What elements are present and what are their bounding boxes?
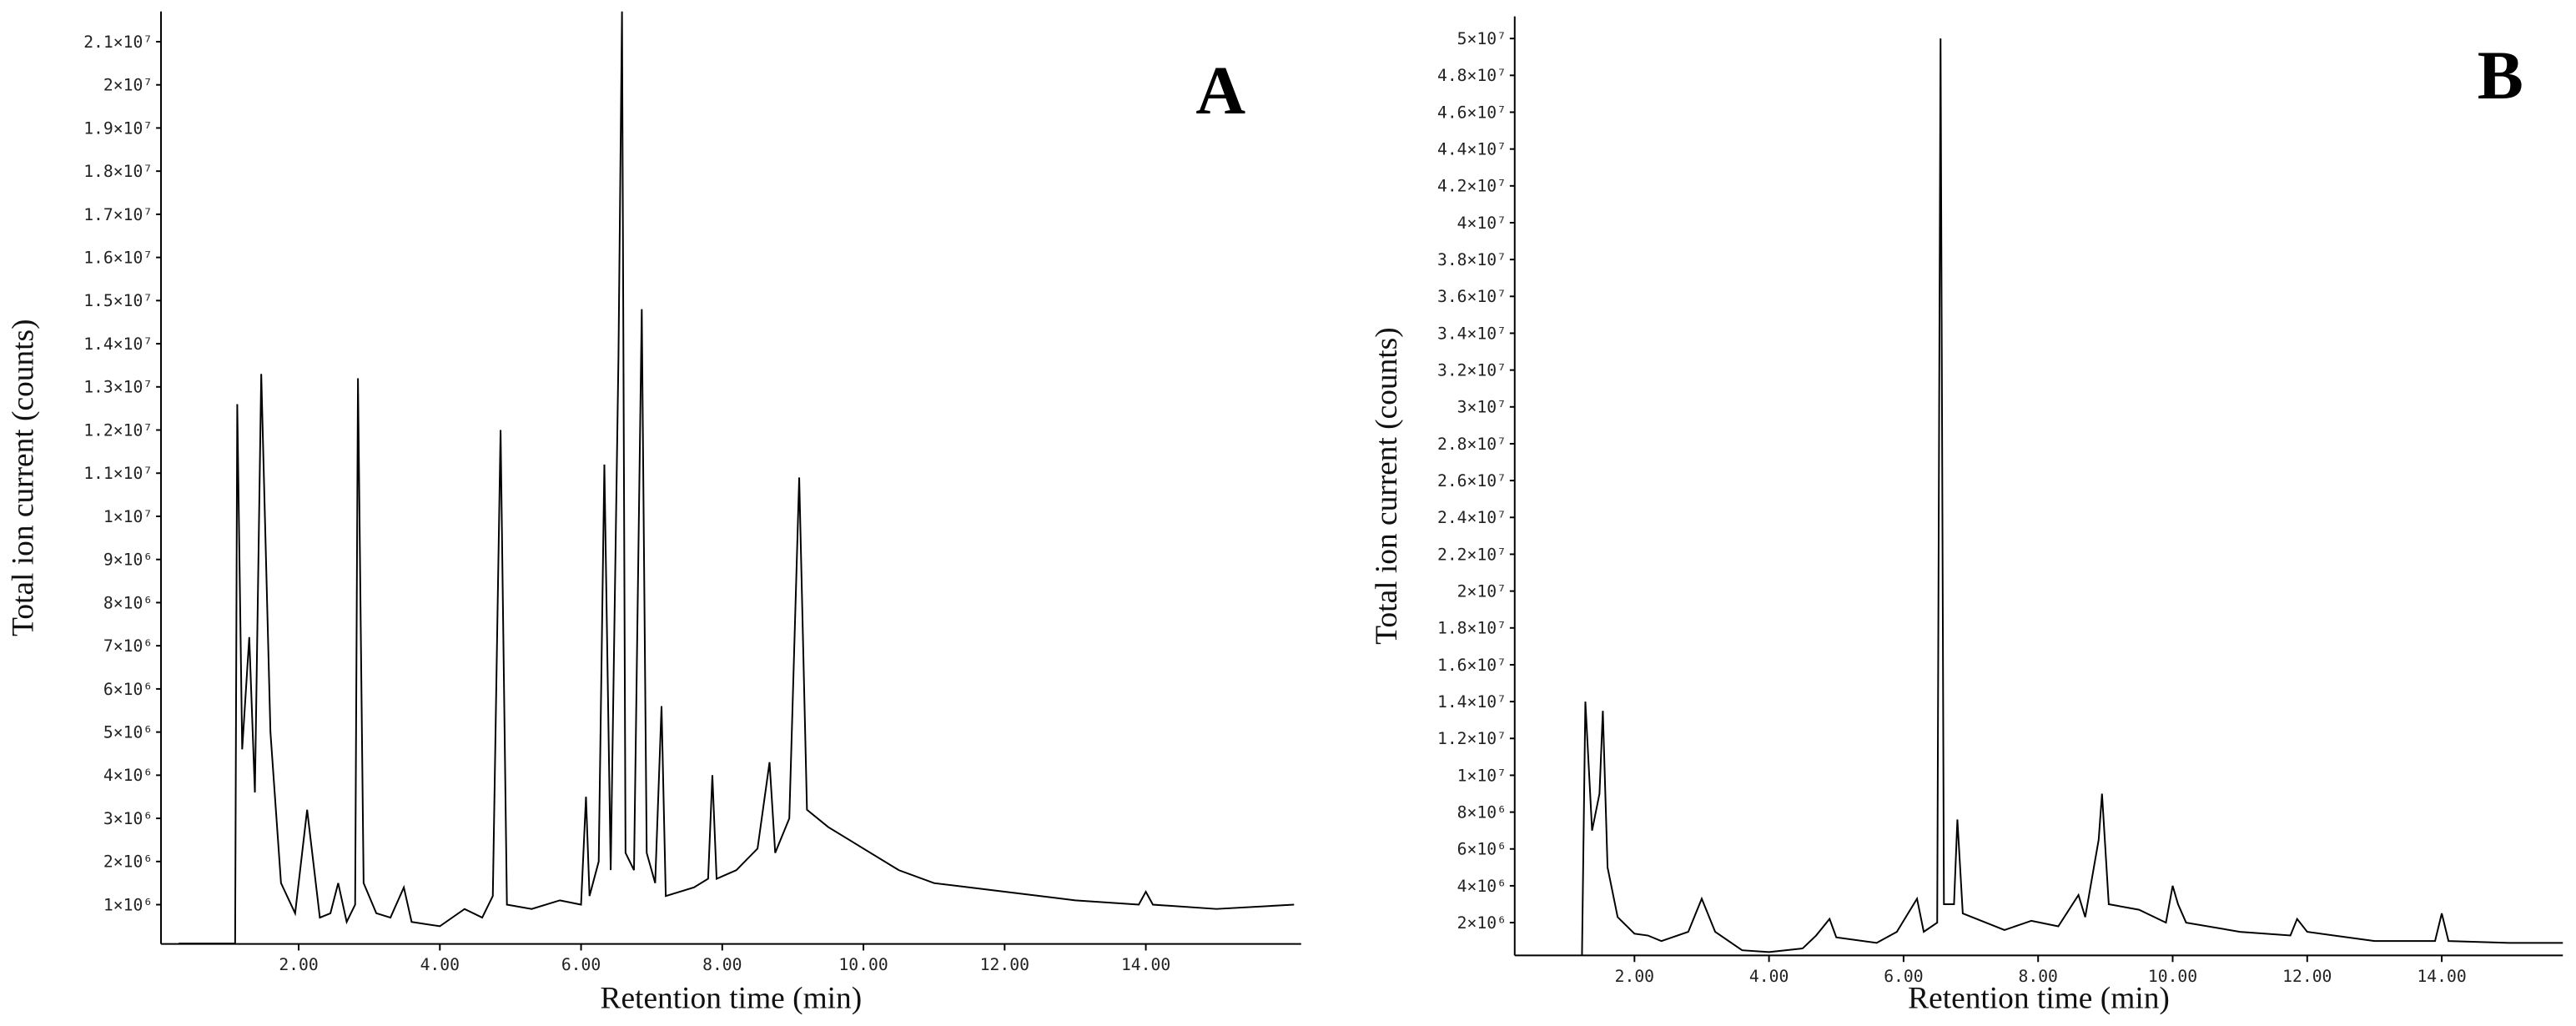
y-tick-label: 2.1×10⁷ — [83, 33, 153, 52]
y-tick-label: 3.2×10⁷ — [1437, 361, 1507, 380]
y-tick-label: 2×10⁷ — [1457, 582, 1507, 601]
chromatogram-line — [179, 11, 1295, 945]
chromatogram-line — [1581, 38, 2563, 956]
y-tick-label: 1.2×10⁷ — [83, 420, 153, 440]
y-tick-label: 4.6×10⁷ — [1437, 103, 1507, 122]
y-tick-label: 2×10⁶ — [103, 852, 153, 872]
y-tick-label: 1.8×10⁷ — [1437, 619, 1507, 638]
y-axis-label: Total ion current (counts) — [1370, 327, 1404, 644]
y-tick-label: 4×10⁶ — [1457, 877, 1507, 896]
y-axis-label: Total ion current (counts) — [6, 319, 40, 636]
x-tick-label: 8.00 — [702, 955, 742, 974]
y-tick-label: 4×10⁶ — [103, 766, 153, 785]
y-tick-label: 6×10⁶ — [103, 680, 153, 699]
y-tick-label: 1×10⁷ — [103, 507, 153, 526]
x-tick-label: 8.00 — [2019, 967, 2058, 986]
y-tick-label: 1.6×10⁷ — [83, 249, 153, 268]
y-tick-label: 2×10⁷ — [103, 76, 153, 95]
x-tick-label: 4.00 — [1749, 967, 1789, 986]
x-tick-label: 10.00 — [2148, 967, 2197, 986]
x-tick-label: 14.00 — [1121, 955, 1170, 974]
y-tick-label: 8×10⁶ — [1457, 802, 1507, 822]
x-tick-label: 4.00 — [420, 955, 460, 974]
x-tick-label: 2.00 — [1615, 967, 1654, 986]
y-tick-label: 2.4×10⁷ — [1437, 508, 1507, 527]
x-tick-label: 14.00 — [2417, 967, 2466, 986]
y-tick-label: 4.2×10⁷ — [1437, 177, 1507, 196]
y-tick-label: 1.8×10⁷ — [83, 162, 153, 181]
y-tick-label: 1.5×10⁷ — [83, 291, 153, 310]
x-axis-label: Retention time (min) — [1908, 981, 2170, 1015]
y-tick-label: 1×10⁷ — [1457, 766, 1507, 785]
x-axis-label: Retention time (min) — [601, 981, 863, 1015]
y-tick-label: 3.4×10⁷ — [1437, 324, 1507, 343]
x-tick-label: 12.00 — [980, 955, 1029, 974]
y-tick-label: 4×10⁷ — [1457, 214, 1507, 233]
y-tick-label: 3×10⁶ — [103, 809, 153, 828]
y-tick-label: 5×10⁶ — [103, 723, 153, 742]
x-tick-label: 6.00 — [561, 955, 601, 974]
y-tick-label: 1×10⁶ — [103, 895, 153, 914]
y-tick-label: 1.2×10⁷ — [1437, 729, 1507, 748]
y-tick-label: 2×10⁶ — [1457, 913, 1507, 933]
y-tick-label: 2.6×10⁷ — [1437, 471, 1507, 490]
y-tick-label: 8×10⁶ — [103, 593, 153, 612]
y-tick-label: 1.9×10⁷ — [83, 118, 153, 138]
y-tick-label: 7×10⁶ — [103, 636, 153, 656]
y-tick-label: 1.4×10⁷ — [83, 334, 153, 354]
y-tick-label: 3.8×10⁷ — [1437, 250, 1507, 269]
x-tick-label: 12.00 — [2282, 967, 2332, 986]
panel-label: A — [1195, 52, 1245, 128]
y-tick-label: 1.4×10⁷ — [1437, 692, 1507, 712]
y-tick-label: 4.8×10⁷ — [1437, 66, 1507, 85]
x-tick-label: 2.00 — [279, 955, 318, 974]
y-tick-label: 9×10⁶ — [103, 551, 153, 570]
y-tick-label: 1.7×10⁷ — [83, 205, 153, 224]
y-tick-label: 5×10⁷ — [1457, 29, 1507, 48]
y-tick-label: 1.6×10⁷ — [1437, 656, 1507, 675]
y-tick-label: 6×10⁶ — [1457, 840, 1507, 859]
y-tick-label: 1.3×10⁷ — [83, 378, 153, 397]
panel-label: B — [2478, 37, 2523, 113]
y-tick-label: 3×10⁷ — [1457, 398, 1507, 417]
y-tick-label: 2.2×10⁷ — [1437, 545, 1507, 564]
x-tick-label: 6.00 — [1884, 967, 1923, 986]
y-tick-label: 4.4×10⁷ — [1437, 140, 1507, 159]
y-tick-label: 1.1×10⁷ — [83, 464, 153, 483]
y-tick-label: 2.8×10⁷ — [1437, 435, 1507, 454]
x-tick-label: 10.00 — [838, 955, 888, 974]
y-tick-label: 3.6×10⁷ — [1437, 287, 1507, 306]
